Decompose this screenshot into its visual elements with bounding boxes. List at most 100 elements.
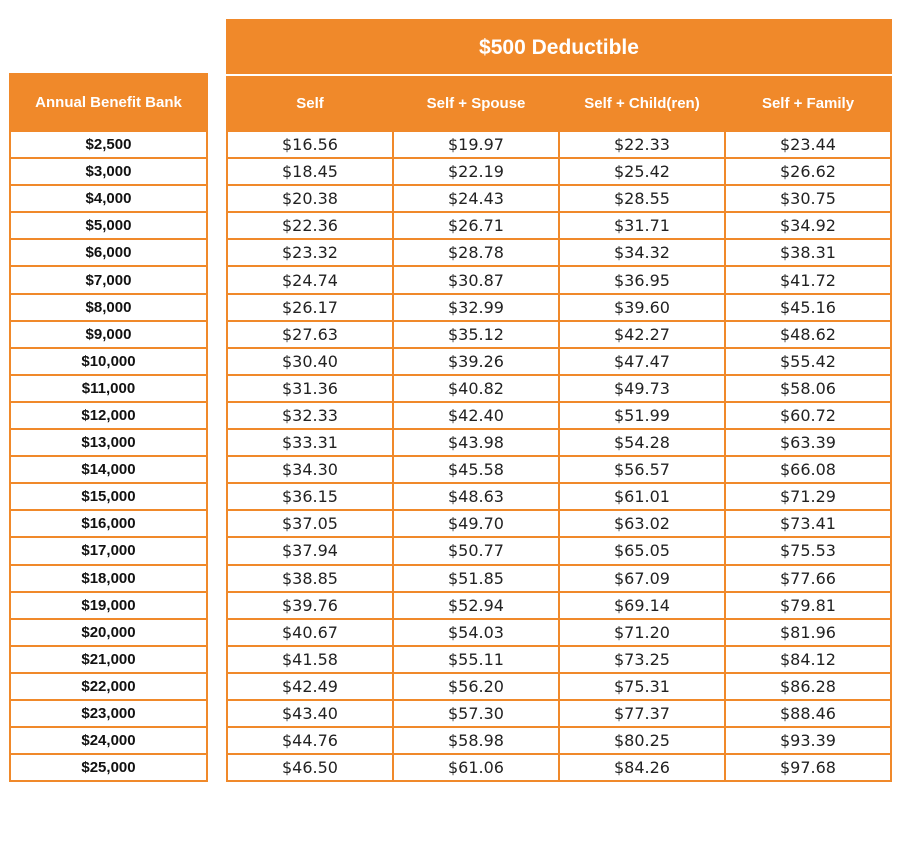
benefit-bank-row: $14,000 [9,455,208,485]
benefit-bank-cell: $10,000 [9,346,208,376]
benefit-bank-cell: $24,000 [9,726,208,756]
rate-cell: $73.41 [724,509,892,539]
rate-row: $18.45 $22.19 $25.42 $26.62 [226,157,892,187]
benefit-bank-row: $24,000 [9,726,208,756]
benefit-bank-cell: $12,000 [9,400,208,431]
rate-cell: $97.68 [724,753,892,783]
benefit-bank-cell: $16,000 [9,509,208,539]
rate-cell: $19.97 [392,129,560,160]
benefit-bank-cell: $23,000 [9,698,208,729]
rate-cell: $37.05 [226,509,394,539]
benefit-bank-row: $22,000 [9,671,208,701]
rate-row: $33.31 $43.98 $54.28 $63.39 [226,428,892,458]
rate-row: $39.76 $52.94 $69.14 $79.81 [226,590,892,620]
rate-cell: $37.94 [226,536,394,566]
rate-cell: $30.75 [724,184,892,214]
rate-row: $27.63 $35.12 $42.27 $48.62 [226,319,892,349]
benefit-bank-cell: $9,000 [9,319,208,349]
rate-cell: $43.98 [392,428,560,458]
benefit-bank-header: Annual Benefit Bank [9,73,208,132]
rate-cell: $38.31 [724,238,892,268]
rate-cell: $20.38 [226,184,394,214]
rate-cell: $84.26 [558,753,726,783]
rate-cell: $75.31 [558,671,726,701]
rate-cell: $30.40 [226,346,394,376]
benefit-bank-row: $21,000 [9,644,208,674]
rate-cell: $28.55 [558,184,726,214]
benefit-bank-cell: $20,000 [9,617,208,647]
rate-cell: $93.39 [724,726,892,756]
rate-cell: $35.12 [392,319,560,349]
rate-cell: $16.56 [226,129,394,160]
rate-cell: $46.50 [226,753,394,783]
rate-row: $37.05 $49.70 $63.02 $73.41 [226,509,892,539]
rate-row: $30.40 $39.26 $47.47 $55.42 [226,346,892,376]
rate-row: $24.74 $30.87 $36.95 $41.72 [226,265,892,295]
rate-cell: $79.81 [724,590,892,620]
column-header-self-family: Self + Family [724,74,892,132]
rate-cell: $42.27 [558,319,726,349]
column-header-self-children: Self + Child(ren) [558,74,726,132]
benefit-bank-row: $12,000 [9,400,208,431]
rate-cell: $88.46 [724,698,892,729]
benefit-bank-cell: $3,000 [9,157,208,187]
rate-cell: $32.33 [226,400,394,431]
rate-row: $20.38 $24.43 $28.55 $30.75 [226,184,892,214]
rate-cell: $71.20 [558,617,726,647]
benefit-bank-cell: $7,000 [9,265,208,295]
benefit-bank-row: $2,500 [9,129,208,160]
rate-cell: $26.71 [392,211,560,241]
rate-cell: $44.76 [226,726,394,756]
rate-cell: $58.06 [724,373,892,403]
rate-cell: $61.06 [392,753,560,783]
rate-cell: $80.25 [558,726,726,756]
rate-cell: $61.01 [558,482,726,512]
rate-cell: $23.44 [724,129,892,160]
benefit-bank-cell: $15,000 [9,482,208,512]
rate-row: $23.32 $28.78 $34.32 $38.31 [226,238,892,268]
rate-row: $40.67 $54.03 $71.20 $81.96 [226,617,892,647]
rate-cell: $34.30 [226,455,394,485]
benefit-bank-row: $20,000 [9,617,208,647]
rate-cell: $73.25 [558,644,726,674]
rate-cell: $27.63 [226,319,394,349]
benefit-bank-row: $13,000 [9,428,208,458]
rate-row: $22.36 $26.71 $31.71 $34.92 [226,211,892,241]
rate-row: $42.49 $56.20 $75.31 $86.28 [226,671,892,701]
column-header-self-spouse: Self + Spouse [392,74,560,132]
rate-row: $41.58 $55.11 $73.25 $84.12 [226,644,892,674]
benefit-bank-row: $8,000 [9,292,208,322]
rate-cell: $28.78 [392,238,560,268]
rate-cell: $69.14 [558,590,726,620]
benefit-bank-cell: $19,000 [9,590,208,620]
rate-cell: $22.19 [392,157,560,187]
benefit-bank-row: $6,000 [9,238,208,268]
rate-cell: $23.32 [226,238,394,268]
benefit-bank-cell: $6,000 [9,238,208,268]
benefit-bank-cell: $14,000 [9,455,208,485]
rate-cell: $75.53 [724,536,892,566]
rate-cell: $24.74 [226,265,394,295]
rate-cell: $38.85 [226,563,394,593]
rate-cell: $55.11 [392,644,560,674]
rate-cell: $31.71 [558,211,726,241]
rate-cell: $39.26 [392,346,560,376]
rate-cell: $36.15 [226,482,394,512]
benefit-bank-cell: $17,000 [9,536,208,566]
rate-row: $36.15 $48.63 $61.01 $71.29 [226,482,892,512]
rate-cell: $22.36 [226,211,394,241]
rate-cell: $39.60 [558,292,726,322]
benefit-bank-row: $7,000 [9,265,208,295]
rate-cell: $18.45 [226,157,394,187]
rate-cell: $42.49 [226,671,394,701]
rate-cell: $39.76 [226,590,394,620]
rate-cell: $66.08 [724,455,892,485]
benefit-bank-row: $18,000 [9,563,208,593]
rate-cell: $41.72 [724,265,892,295]
rate-cell: $40.82 [392,373,560,403]
rate-cell: $51.99 [558,400,726,431]
benefit-bank-cell: $4,000 [9,184,208,214]
rate-cell: $71.29 [724,482,892,512]
rate-row: $46.50 $61.06 $84.26 $97.68 [226,753,892,783]
rate-row: $34.30 $45.58 $56.57 $66.08 [226,455,892,485]
